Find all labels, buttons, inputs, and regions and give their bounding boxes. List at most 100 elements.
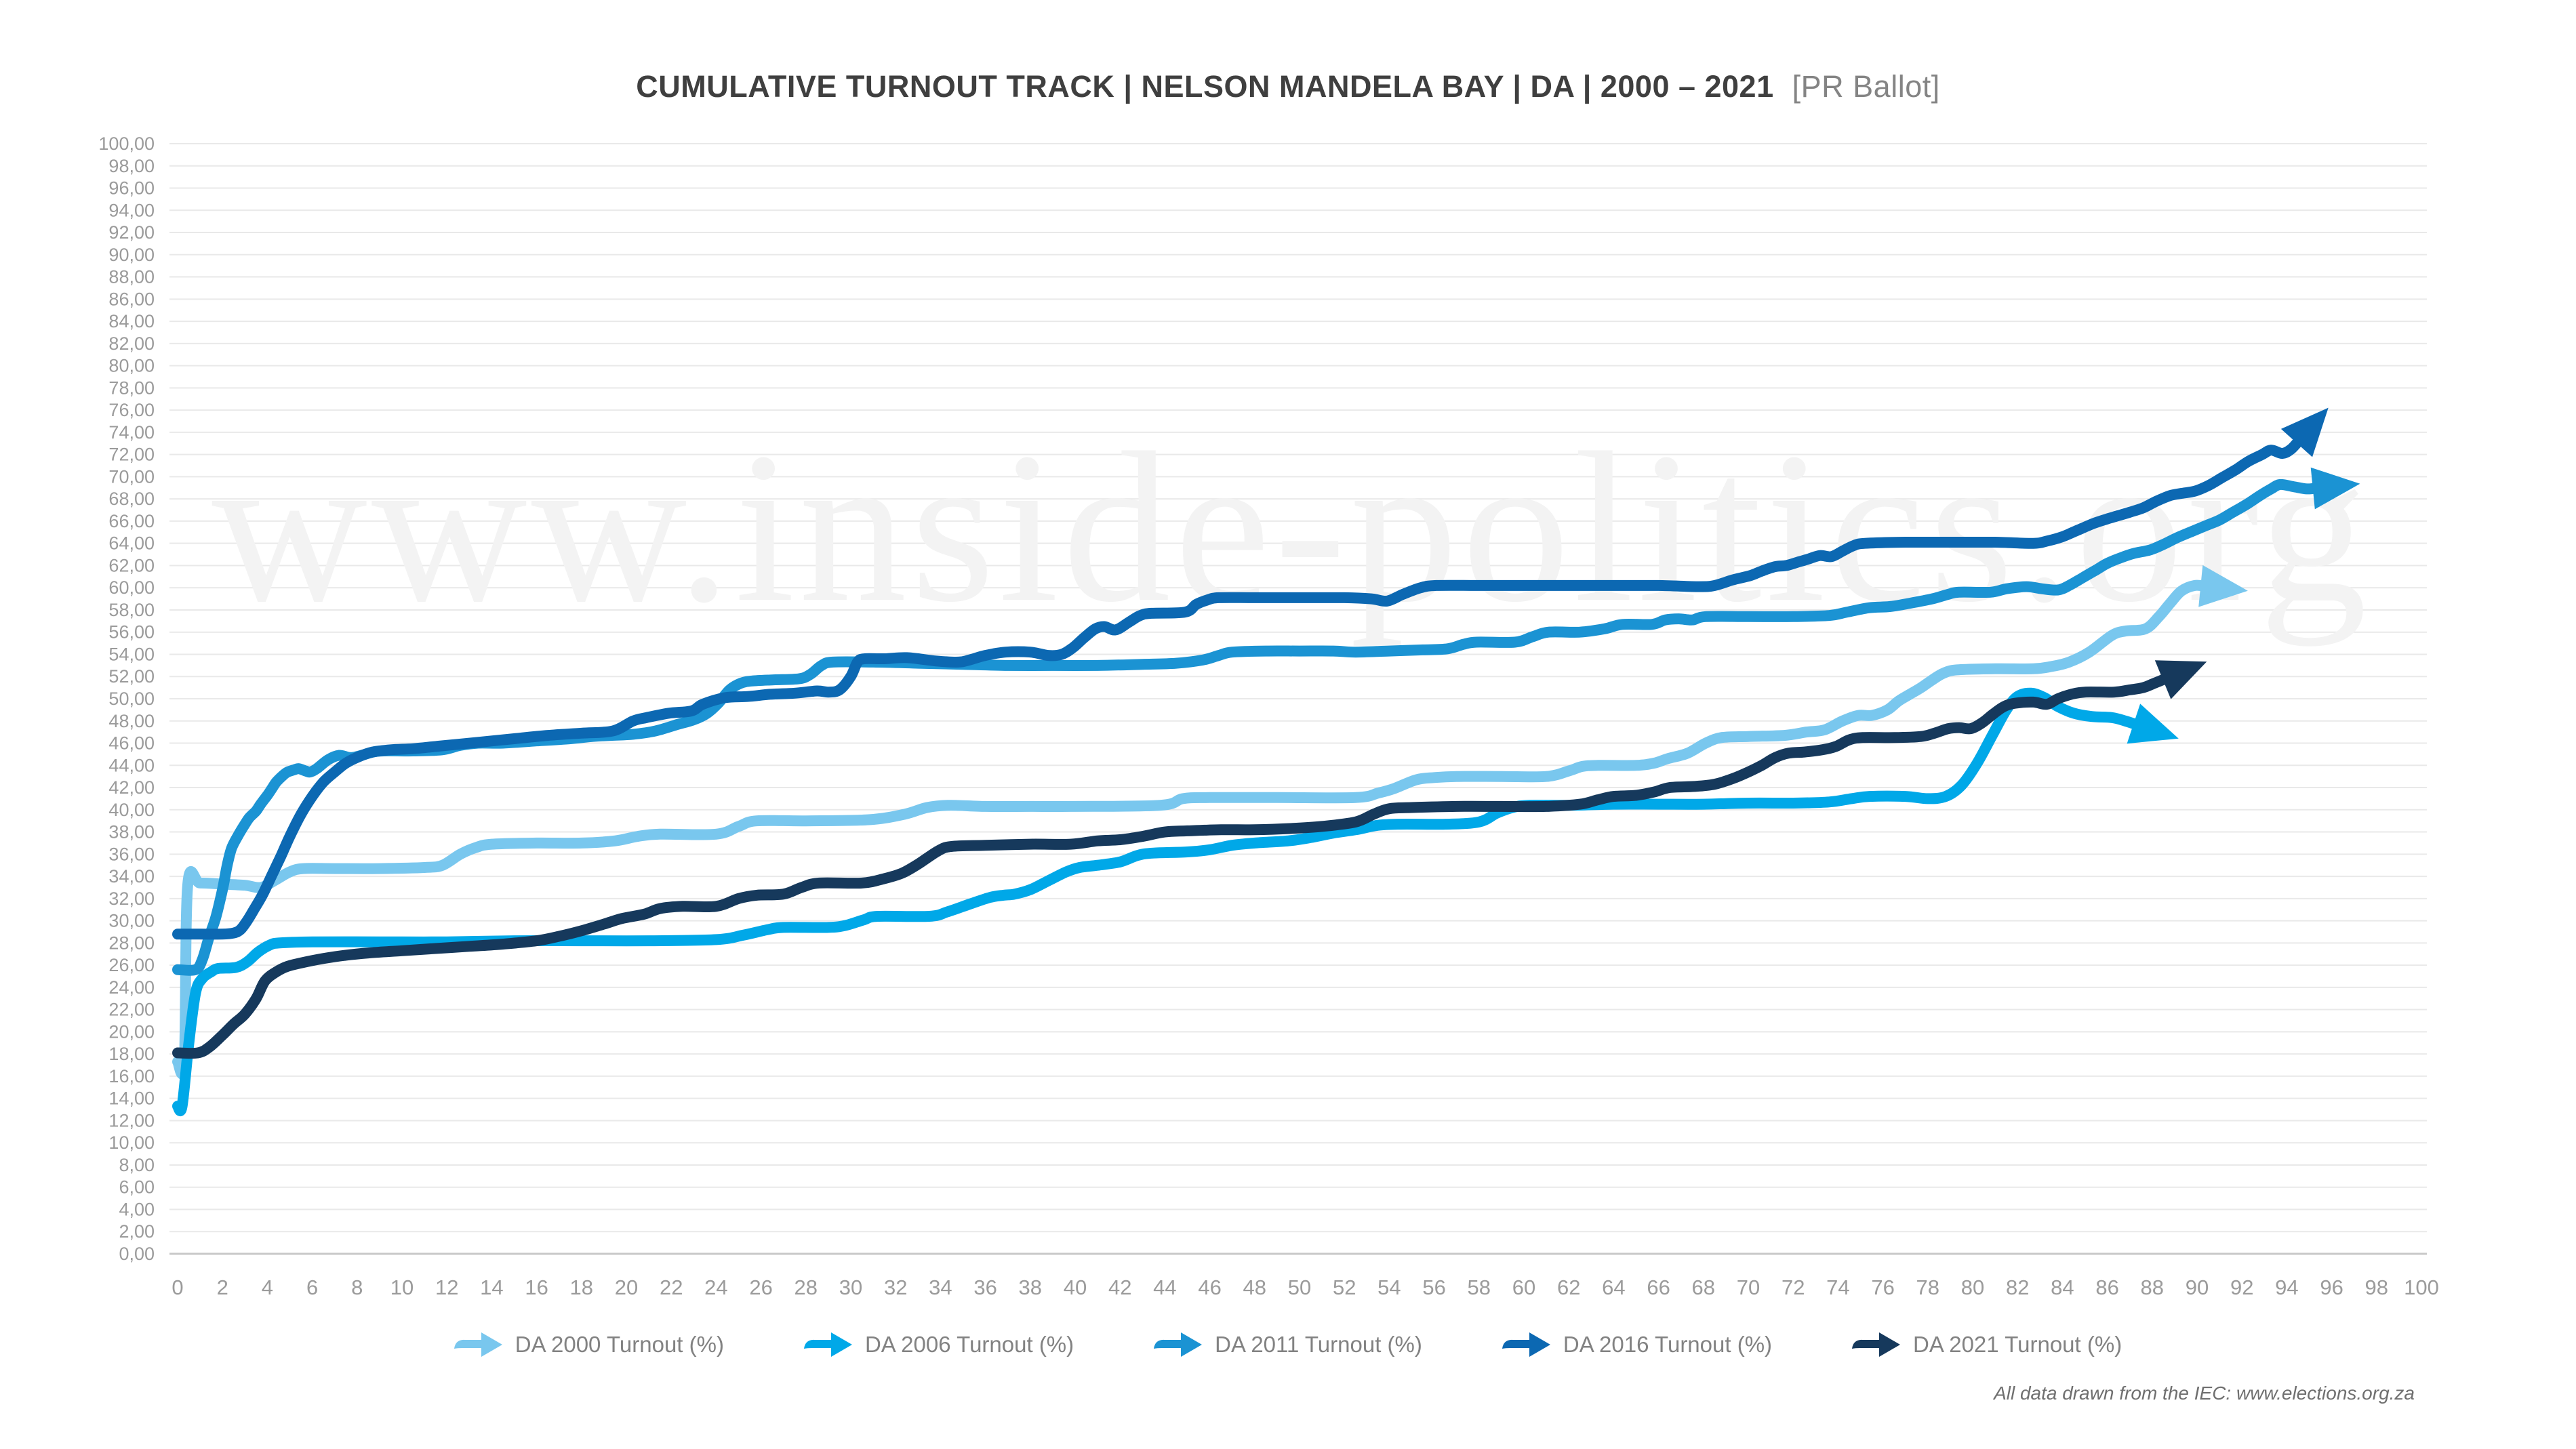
chart-title: CUMULATIVE TURNOUT TRACK | NELSON MANDEL…	[0, 69, 2576, 104]
x-tick-label: 6	[306, 1275, 318, 1299]
legend-arrow-icon-da-2021-turnout	[1852, 1332, 1901, 1357]
legend-label-da-2021-turnout: DA 2021 Turnout (%)	[1913, 1332, 2122, 1357]
y-tick-label: 4,00	[119, 1199, 155, 1219]
x-tick-label: 92	[2230, 1275, 2253, 1299]
legend-arrow-icon-da-2011-turnout	[1154, 1332, 1203, 1357]
y-tick-label: 86,00	[108, 289, 155, 309]
x-tick-label: 16	[525, 1275, 548, 1299]
y-tick-label: 56,00	[108, 622, 155, 642]
x-tick-label: 94	[2275, 1275, 2298, 1299]
y-tick-label: 68,00	[108, 489, 155, 509]
y-tick-label: 92,00	[108, 222, 155, 243]
y-tick-label: 84,00	[108, 311, 155, 331]
legend-item-da-2016-turnout: DA 2016 Turnout (%)	[1502, 1330, 1772, 1360]
x-tick-label: 90	[2186, 1275, 2209, 1299]
y-tick-label: 16,00	[108, 1066, 155, 1086]
x-tick-label: 20	[615, 1275, 638, 1299]
x-tick-label: 52	[1333, 1275, 1356, 1299]
x-tick-label: 38	[1019, 1275, 1042, 1299]
x-tick-label: 22	[660, 1275, 683, 1299]
x-tick-label: 96	[2320, 1275, 2343, 1299]
x-tick-label: 78	[1916, 1275, 1939, 1299]
x-tick-label: 32	[884, 1275, 907, 1299]
y-tick-label: 18,00	[108, 1044, 155, 1064]
x-tick-label: 66	[1647, 1275, 1670, 1299]
legend-arrow-icon-da-2006-turnout	[803, 1332, 852, 1357]
y-tick-label: 0,00	[119, 1244, 155, 1264]
series-arrowhead-da-2016-turnout	[2280, 407, 2329, 457]
series-line-da-2016-turnout	[172, 433, 2306, 940]
y-tick-label: 28,00	[108, 933, 155, 953]
y-tick-label: 6,00	[119, 1177, 155, 1198]
y-tick-label: 72,00	[108, 445, 155, 465]
x-tick-label: 86	[2095, 1275, 2118, 1299]
x-tick-label: 72	[1782, 1275, 1805, 1299]
x-tick-label: 10	[390, 1275, 414, 1299]
legend-item-da-2006-turnout: DA 2006 Turnout (%)	[803, 1330, 1074, 1360]
y-tick-label: 74,00	[108, 422, 155, 443]
legend-label-da-2000-turnout: DA 2000 Turnout (%)	[515, 1332, 724, 1357]
y-tick-label: 38,00	[108, 822, 155, 842]
y-tick-label: 66,00	[108, 511, 155, 531]
y-tick-label: 48,00	[108, 711, 155, 731]
x-tick-label: 88	[2141, 1275, 2164, 1299]
y-tick-label: 98,00	[108, 156, 155, 176]
x-tick-label: 40	[1064, 1275, 1087, 1299]
x-tick-label: 2	[217, 1275, 228, 1299]
x-tick-label: 28	[794, 1275, 818, 1299]
x-tick-label: 58	[1468, 1275, 1491, 1299]
y-tick-label: 2,00	[119, 1221, 155, 1242]
y-tick-label: 96,00	[108, 178, 155, 199]
x-tick-label: 46	[1198, 1275, 1221, 1299]
x-tick-label: 44	[1153, 1275, 1176, 1299]
legend-item-da-2000-turnout: DA 2000 Turnout (%)	[454, 1330, 724, 1360]
series-line-da-2021-turnout	[172, 672, 2173, 1059]
y-tick-label: 40,00	[108, 800, 155, 820]
series-arrowhead-da-2000-turnout	[2198, 565, 2248, 607]
series-line-da-2011-turnout	[172, 478, 2324, 976]
y-tick-label: 22,00	[108, 1000, 155, 1020]
source-note: All data drawn from the IEC: www.electio…	[1994, 1383, 2415, 1404]
x-tick-label: 84	[2051, 1275, 2074, 1299]
y-tick-label: 50,00	[108, 689, 155, 709]
y-tick-label: 12,00	[108, 1110, 155, 1130]
y-tick-label: 90,00	[108, 245, 155, 265]
legend-arrow-icon-da-2016-turnout	[1502, 1332, 1550, 1357]
legend-arrow-icon-da-2000-turnout	[454, 1332, 502, 1357]
y-tick-label: 62,00	[108, 555, 155, 575]
y-tick-label: 80,00	[108, 356, 155, 376]
y-tick-label: 34,00	[108, 866, 155, 886]
y-tick-label: 46,00	[108, 733, 155, 754]
x-tick-label: 100	[2404, 1275, 2439, 1299]
series-line-da-2000-turnout	[172, 579, 2212, 1080]
y-tick-label: 54,00	[108, 644, 155, 664]
y-tick-label: 30,00	[108, 911, 155, 931]
y-tick-label: 60,00	[108, 577, 155, 598]
x-tick-label: 36	[973, 1275, 997, 1299]
y-tick-label: 36,00	[108, 844, 155, 864]
series-arrowhead-da-2021-turnout	[2154, 660, 2207, 699]
series-arrowhead-da-2006-turnout	[2127, 703, 2179, 744]
legend-item-da-2011-turnout: DA 2011 Turnout (%)	[1154, 1330, 1422, 1360]
x-tick-label: 26	[749, 1275, 772, 1299]
x-tick-label: 56	[1422, 1275, 1445, 1299]
y-tick-label: 76,00	[108, 400, 155, 420]
series-line-da-2006-turnout	[172, 687, 2144, 1116]
x-tick-label: 62	[1557, 1275, 1580, 1299]
legend-item-da-2021-turnout: DA 2021 Turnout (%)	[1852, 1330, 2122, 1360]
x-tick-label: 18	[570, 1275, 593, 1299]
y-tick-label: 26,00	[108, 955, 155, 975]
y-tick-label: 64,00	[108, 533, 155, 554]
x-tick-label: 54	[1377, 1275, 1401, 1299]
legend-label-da-2016-turnout: DA 2016 Turnout (%)	[1563, 1332, 1773, 1357]
y-tick-label: 42,00	[108, 777, 155, 798]
x-tick-label: 80	[1961, 1275, 1984, 1299]
x-tick-label: 4	[262, 1275, 273, 1299]
series-arrowhead-da-2011-turnout	[2310, 467, 2360, 510]
y-tick-label: 94,00	[108, 200, 155, 220]
x-tick-label: 24	[704, 1275, 727, 1299]
x-tick-label: 64	[1602, 1275, 1625, 1299]
legend-label-da-2011-turnout: DA 2011 Turnout (%)	[1215, 1332, 1422, 1357]
y-tick-label: 58,00	[108, 600, 155, 620]
